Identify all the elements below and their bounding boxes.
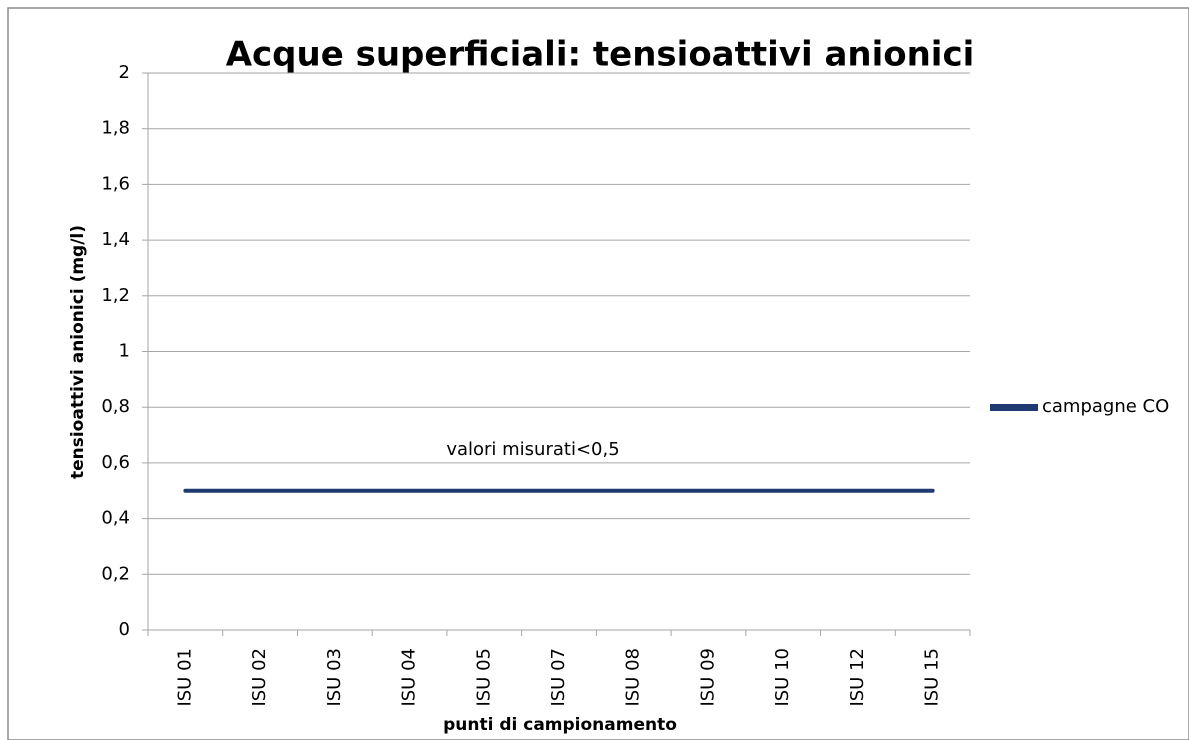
x-tick-label: ISU 10	[772, 648, 793, 707]
x-tick-label: ISU 05	[473, 648, 494, 707]
y-axis-title: tensioattivi anionici (mg/l)	[68, 225, 88, 479]
x-tick-label: ISU 08	[623, 648, 644, 707]
y-tick-label: 0,6	[101, 452, 130, 473]
legend-swatch	[990, 404, 1038, 411]
y-tick-label: 1	[119, 341, 130, 362]
y-tick-label: 0,8	[101, 396, 130, 417]
y-tick-label: 1,6	[101, 173, 130, 194]
x-tick-label: ISU 01	[174, 648, 195, 707]
annotation: valori misurati<0,5	[446, 439, 619, 460]
y-tick-label: 0,2	[101, 563, 130, 584]
x-axis-title: punti di campionamento	[443, 715, 677, 735]
chart-title: Acque superficiali: tensioattivi anionic…	[226, 35, 975, 75]
chart-frame	[7, 7, 1189, 740]
y-tick-label: 1,4	[101, 229, 130, 250]
y-tick-label: 0	[119, 619, 130, 640]
x-tick-label: ISU 09	[697, 648, 718, 707]
x-tick-label: ISU 04	[399, 648, 420, 707]
x-tick-label: ISU 02	[249, 648, 270, 707]
y-tick-label: 1,2	[101, 285, 130, 306]
x-tick-label: ISU 12	[847, 648, 868, 707]
y-tick-label: 0,4	[101, 508, 130, 529]
x-tick-label: ISU 07	[548, 648, 569, 707]
y-tick-label: 1,8	[101, 118, 130, 139]
legend-label: campagne CO	[1042, 396, 1169, 417]
x-tick-label: ISU 15	[922, 648, 943, 707]
x-tick-label: ISU 03	[324, 648, 345, 707]
y-tick-label: 2	[119, 62, 130, 83]
